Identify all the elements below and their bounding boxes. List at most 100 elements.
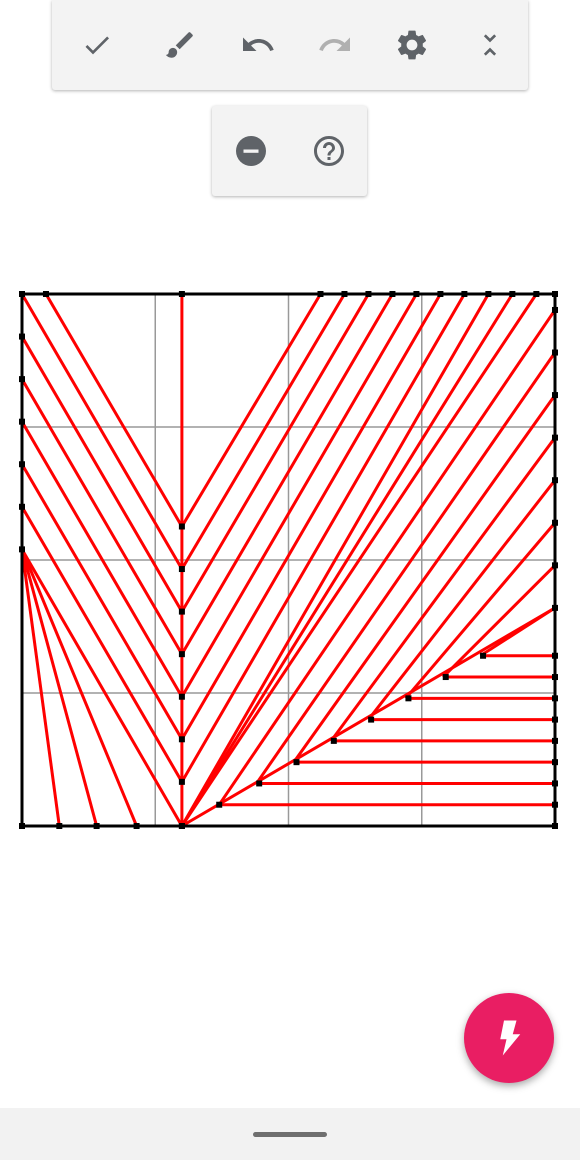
crease-pattern-canvas[interactable] <box>0 270 580 850</box>
vertex-point <box>509 291 516 297</box>
crease-line <box>180 293 514 827</box>
vertex-point <box>461 291 468 297</box>
paper-border <box>20 292 557 828</box>
vertex-point <box>552 737 558 744</box>
crease-line <box>180 293 322 528</box>
vertex-point <box>178 566 185 573</box>
top-toolbar <box>52 0 528 90</box>
crease-line <box>367 479 557 721</box>
settings-button[interactable] <box>390 23 434 67</box>
crease-line <box>180 293 346 570</box>
vertex-point <box>552 291 558 297</box>
undo-button[interactable] <box>236 23 280 67</box>
vertex-point <box>19 461 25 468</box>
lightning-icon <box>500 1020 521 1056</box>
crease-line <box>329 436 557 742</box>
vertex-point <box>19 546 25 553</box>
vertex-point <box>256 780 263 787</box>
vertex-point <box>178 693 185 700</box>
crease-line <box>20 548 184 827</box>
crease-line <box>180 293 418 698</box>
collapse-icon <box>483 34 497 56</box>
vertex-point <box>552 306 558 313</box>
vertex-point <box>19 418 25 425</box>
vertex-point <box>56 823 63 829</box>
vertex-point <box>133 823 140 829</box>
check-icon <box>85 36 109 55</box>
remove-button[interactable] <box>229 129 273 173</box>
help-button[interactable] <box>307 129 351 173</box>
vertex-point <box>216 801 223 808</box>
lightning-action-button[interactable] <box>464 993 554 1083</box>
home-gesture-bar[interactable] <box>253 1132 327 1137</box>
crease-line <box>20 420 184 698</box>
vertex-point <box>19 333 25 340</box>
collapse-button[interactable] <box>468 23 512 67</box>
vertex-point <box>93 823 100 829</box>
vertex-point <box>552 759 558 766</box>
vertex-point <box>42 291 49 297</box>
crease-line <box>255 351 557 785</box>
vertex-point <box>480 652 487 659</box>
vertex-point <box>552 604 558 611</box>
redo-button[interactable] <box>313 23 357 67</box>
vertex-point <box>533 291 540 297</box>
crease-line <box>180 293 394 655</box>
crease-line <box>180 293 538 827</box>
crease-line <box>180 293 442 741</box>
vertex-point <box>552 801 558 808</box>
vertex-point <box>178 778 185 785</box>
vertex-point <box>552 716 558 723</box>
vertex-point <box>413 291 420 297</box>
vertex-point <box>552 780 558 787</box>
vertex-point <box>552 392 558 399</box>
crease-line <box>20 548 138 827</box>
vertex-point <box>552 652 558 659</box>
vertex-point <box>330 737 337 744</box>
vertex-point <box>389 291 396 297</box>
crease-line <box>20 335 184 613</box>
vertex-point <box>552 349 558 356</box>
vertex-point <box>368 716 375 723</box>
crease-line <box>20 463 184 741</box>
vertex-point <box>178 651 185 658</box>
vertex-point <box>19 376 25 383</box>
vertex-point <box>552 477 558 484</box>
crease-line <box>404 521 557 700</box>
vertex-point <box>178 291 185 297</box>
vertex-point <box>552 674 558 681</box>
vertex-point <box>293 759 300 766</box>
brush-icon <box>165 32 193 58</box>
redo-icon <box>319 37 350 51</box>
crease-line <box>180 293 370 613</box>
confirm-button[interactable] <box>75 23 119 67</box>
vertex-point <box>178 736 185 743</box>
undo-icon <box>243 37 274 51</box>
vertex-point <box>365 291 372 297</box>
crease-line <box>20 549 61 827</box>
vertex-point <box>317 291 324 297</box>
crease-line <box>20 293 184 570</box>
vertex-point <box>341 291 348 297</box>
crease-line <box>292 394 557 764</box>
vertex-point <box>552 695 558 702</box>
help-circle-icon <box>314 136 344 166</box>
crease-line <box>180 293 490 827</box>
vertex-point <box>19 503 25 510</box>
vertex-point <box>178 523 185 530</box>
crease-line <box>20 506 184 783</box>
vertex-point <box>442 674 449 681</box>
crease-line <box>442 564 557 679</box>
brush-button[interactable] <box>158 23 202 67</box>
crease-line <box>44 293 184 528</box>
vertex-point <box>552 562 558 569</box>
minus-circle-icon <box>236 136 266 166</box>
crease-line <box>180 293 466 783</box>
crease-pattern <box>19 291 558 829</box>
crease-line <box>20 548 99 827</box>
system-navigation-bar <box>0 1108 580 1160</box>
vertex-point <box>405 695 412 702</box>
vertex-point <box>178 608 185 615</box>
vertex-point <box>485 291 492 297</box>
vertex-point <box>552 434 558 441</box>
